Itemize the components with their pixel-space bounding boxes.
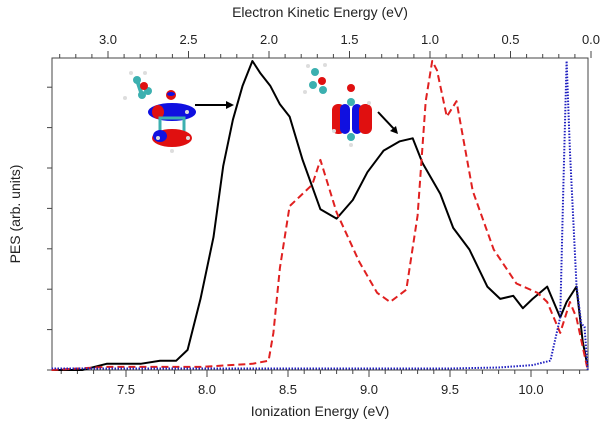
axes: 7.5 8.0 8.5 9.0 9.5 10.0 3.0 2.5 2.0 1.5 1.0 0.5 0.0: [47, 32, 600, 397]
x-tick-label: 10.0: [518, 382, 543, 397]
x2-tick-label: 1.0: [421, 32, 439, 47]
x-tick-label: 8.5: [279, 382, 297, 397]
series-line-solid: [51, 60, 589, 371]
x2-tick-label: 0.5: [501, 32, 519, 47]
arrow-right-head: [390, 126, 398, 134]
x-tick-label: 9.5: [441, 382, 459, 397]
x2-tick-label: 2.0: [260, 32, 278, 47]
series-line-dotted: [51, 60, 589, 371]
x-tick-label: 7.5: [117, 382, 135, 397]
x2-axis-label: Electron Kinetic Energy (eV): [232, 4, 408, 20]
x2-tick-label: 1.5: [340, 32, 358, 47]
x2-tick-label: 2.5: [179, 32, 197, 47]
plot-frame: [51, 57, 589, 371]
x-tick-label: 8.0: [198, 382, 216, 397]
series-line-dashed: [51, 60, 589, 371]
series-layer: [51, 60, 589, 371]
molecule-inset-right: [303, 63, 372, 147]
arrow-right: [377, 111, 395, 130]
orbital-insets: [123, 63, 398, 153]
x-tick-label: 9.0: [360, 382, 378, 397]
y-axis-label: PES (arb. units): [7, 165, 23, 264]
x2-tick-label: 3.0: [99, 32, 117, 47]
x2-tick-label: 0.0: [582, 32, 600, 47]
molecule-inset-left: [123, 71, 196, 153]
x-axis-label: Ionization Energy (eV): [251, 403, 390, 419]
arrow-left-head: [226, 101, 234, 109]
